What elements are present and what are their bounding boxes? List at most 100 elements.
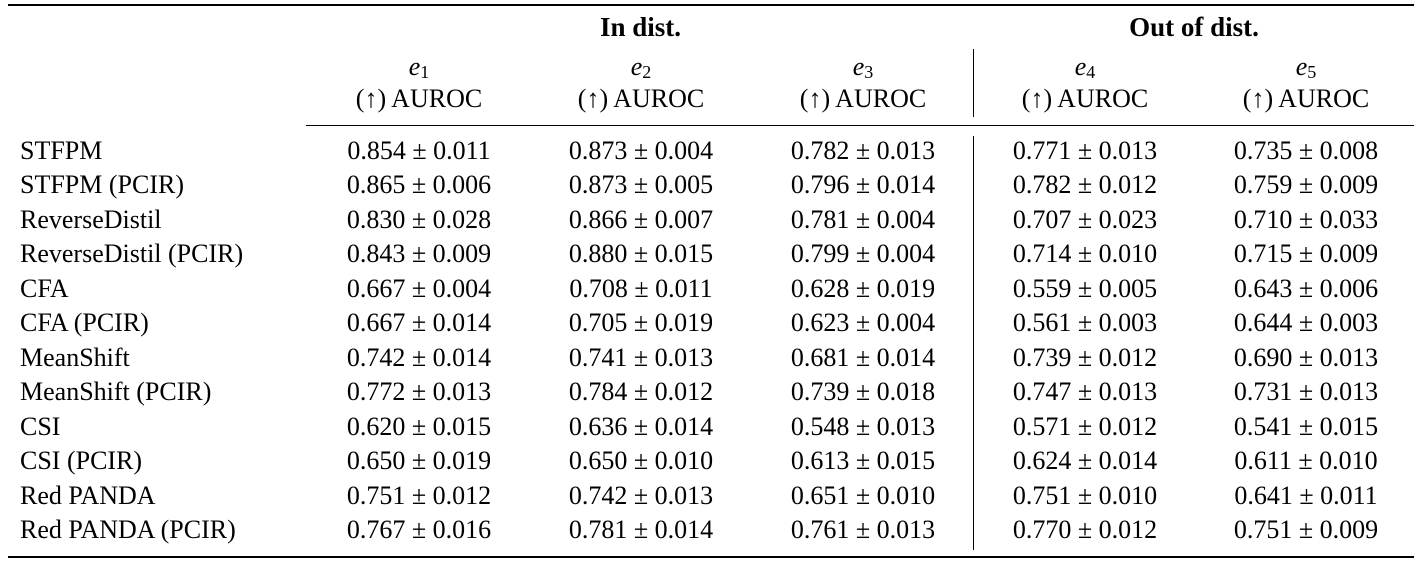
method-name: CFA xyxy=(20,273,69,303)
auroc-cell: 0.651 ± 0.010 xyxy=(790,480,936,510)
column-variable-letter: e xyxy=(1295,52,1308,81)
auroc-cell: 0.843 ± 0.009 xyxy=(346,239,492,269)
column-variable-letter: e xyxy=(630,52,643,81)
method-name: CSI (PCIR) xyxy=(20,446,143,476)
auroc-cell: 0.739 ± 0.018 xyxy=(790,377,936,407)
column-variable: e4 xyxy=(974,52,1196,82)
auroc-cell: 0.784 ± 0.012 xyxy=(568,377,714,407)
auroc-cell: 0.715 ± 0.009 xyxy=(1233,239,1379,269)
table-row: STFPM 0.854 ± 0.011 0.873 ± 0.004 0.782 ± 0… xyxy=(8,134,1414,168)
auroc-cell: 0.866 ± 0.007 xyxy=(568,204,714,234)
column-metric-label: (↑) AUROC xyxy=(799,84,927,113)
auroc-cell: 0.650 ± 0.010 xyxy=(568,446,714,476)
table-row: ReverseDistil (PCIR) 0.843 ± 0.009 0.880 ±… xyxy=(8,237,1414,271)
auroc-cell: 0.782 ± 0.013 xyxy=(790,136,936,165)
auroc-cell: 0.751 ± 0.009 xyxy=(1233,514,1379,544)
auroc-cell: 0.708 ± 0.011 xyxy=(569,273,713,303)
column-variable: e3 xyxy=(752,52,974,82)
auroc-cell: 0.636 ± 0.014 xyxy=(568,411,714,441)
auroc-cell: 0.854 ± 0.011 xyxy=(347,136,491,165)
auroc-cell: 0.873 ± 0.005 xyxy=(568,170,714,200)
column-variable-letter: e xyxy=(1074,52,1087,81)
auroc-cell: 0.667 ± 0.014 xyxy=(346,308,492,338)
column-variable-subscript: 3 xyxy=(864,62,874,82)
auroc-cell: 0.771 ± 0.013 xyxy=(1012,136,1158,165)
column-variable-subscript: 4 xyxy=(1086,62,1096,82)
auroc-cell: 0.681 ± 0.014 xyxy=(790,342,936,372)
auroc-cell: 0.761 ± 0.013 xyxy=(790,514,936,544)
column-metric-label: (↑) AUROC xyxy=(355,84,483,113)
auroc-cell: 0.799 ± 0.004 xyxy=(790,239,936,269)
column-variable-subscript: 1 xyxy=(420,62,430,82)
column-metric-label: (↑) AUROC xyxy=(1242,84,1370,113)
column-metric-label: (↑) AUROC xyxy=(1021,84,1149,113)
table-row: STFPM (PCIR) 0.865 ± 0.006 0.873 ± 0.005 0.… xyxy=(8,168,1414,202)
auroc-cell: 0.643 ± 0.006 xyxy=(1233,273,1379,303)
auroc-cell: 0.624 ± 0.014 xyxy=(1012,446,1158,476)
auroc-cell: 0.548 ± 0.013 xyxy=(790,411,936,441)
auroc-cell: 0.571 ± 0.012 xyxy=(1012,411,1158,441)
column-header-e5: e5 (↑) AUROC xyxy=(1195,0,1417,116)
auroc-cell: 0.710 ± 0.033 xyxy=(1233,204,1379,234)
column-variable: e2 xyxy=(530,52,752,82)
table-row: ReverseDistil 0.830 ± 0.028 0.866 ± 0.007 0… xyxy=(8,203,1414,237)
auroc-cell: 0.742 ± 0.014 xyxy=(346,342,492,372)
table-row: CFA 0.667 ± 0.004 0.708 ± 0.011 0.628 ± 0.0… xyxy=(8,272,1414,306)
table-row: CSI 0.620 ± 0.015 0.636 ± 0.014 0.548 ± 0.0… xyxy=(8,410,1414,444)
column-header-e3: e3 (↑) AUROC xyxy=(752,0,974,116)
auroc-cell: 0.667 ± 0.004 xyxy=(346,273,492,303)
method-name: STFPM xyxy=(20,136,103,165)
table-row: MeanShift 0.742 ± 0.014 0.741 ± 0.013 0.681… xyxy=(8,341,1414,375)
auroc-cell: 0.782 ± 0.012 xyxy=(1012,170,1158,200)
auroc-cell: 0.707 ± 0.023 xyxy=(1012,204,1158,234)
table-row: Red PANDA 0.751 ± 0.012 0.742 ± 0.013 0.651… xyxy=(8,479,1414,513)
method-name: CSI xyxy=(20,411,61,441)
auroc-cell: 0.742 ± 0.013 xyxy=(568,480,714,510)
column-metric-label: (↑) AUROC xyxy=(577,84,705,113)
auroc-cell: 0.781 ± 0.014 xyxy=(568,514,714,544)
column-header-e2: e2 (↑) AUROC xyxy=(530,0,752,116)
auroc-cell: 0.772 ± 0.013 xyxy=(346,377,492,407)
group-header-in-dist: In dist. xyxy=(599,12,682,42)
table-row: MeanShift (PCIR) 0.772 ± 0.013 0.784 ± 0.0… xyxy=(8,375,1414,409)
method-name: CFA (PCIR) xyxy=(20,308,149,338)
auroc-cell: 0.735 ± 0.008 xyxy=(1233,136,1379,165)
auroc-cell: 0.796 ± 0.014 xyxy=(790,170,936,200)
method-name: MeanShift (PCIR) xyxy=(20,377,212,407)
table-row: Red PANDA (PCIR) 0.767 ± 0.016 0.781 ± 0.0… xyxy=(8,513,1414,547)
method-name: ReverseDistil xyxy=(20,204,162,234)
auroc-cell: 0.541 ± 0.015 xyxy=(1233,411,1379,441)
column-separator-body xyxy=(973,136,974,550)
table-row: CSI (PCIR) 0.650 ± 0.019 0.650 ± 0.010 0.61… xyxy=(8,444,1414,478)
method-name: STFPM (PCIR) xyxy=(20,170,184,200)
method-name: Red PANDA xyxy=(20,480,156,510)
method-name: ReverseDistil (PCIR) xyxy=(20,239,244,269)
auroc-cell: 0.873 ± 0.004 xyxy=(568,136,714,165)
auroc-cell: 0.650 ± 0.019 xyxy=(346,446,492,476)
auroc-cell: 0.705 ± 0.019 xyxy=(568,308,714,338)
auroc-cell: 0.623 ± 0.004 xyxy=(790,308,936,338)
top-rule xyxy=(8,4,1414,6)
auroc-cell: 0.767 ± 0.016 xyxy=(346,514,492,544)
auroc-cell: 0.628 ± 0.019 xyxy=(790,273,936,303)
auroc-cell: 0.561 ± 0.003 xyxy=(1012,308,1158,338)
auroc-cell: 0.759 ± 0.009 xyxy=(1233,170,1379,200)
column-variable: e1 xyxy=(308,52,530,82)
auroc-cell: 0.741 ± 0.013 xyxy=(568,342,714,372)
column-header-e1: e1 (↑) AUROC xyxy=(308,0,530,116)
column-variable: e5 xyxy=(1195,52,1417,82)
auroc-cell: 0.751 ± 0.010 xyxy=(1012,480,1158,510)
auroc-cell: 0.620 ± 0.015 xyxy=(346,411,492,441)
auroc-cell: 0.770 ± 0.012 xyxy=(1012,514,1158,544)
auroc-cell: 0.641 ± 0.011 xyxy=(1234,480,1378,510)
auroc-cell: 0.830 ± 0.028 xyxy=(346,204,492,234)
auroc-cell: 0.714 ± 0.010 xyxy=(1012,239,1158,269)
auroc-cell: 0.559 ± 0.005 xyxy=(1012,273,1158,303)
header-rule xyxy=(306,125,1414,126)
auroc-cell: 0.690 ± 0.013 xyxy=(1233,342,1379,372)
auroc-cell: 0.613 ± 0.015 xyxy=(790,446,936,476)
bottom-rule xyxy=(8,556,1414,558)
auroc-cell: 0.747 ± 0.013 xyxy=(1012,377,1158,407)
method-name: MeanShift xyxy=(20,342,130,372)
auroc-cell: 0.880 ± 0.015 xyxy=(568,239,714,269)
